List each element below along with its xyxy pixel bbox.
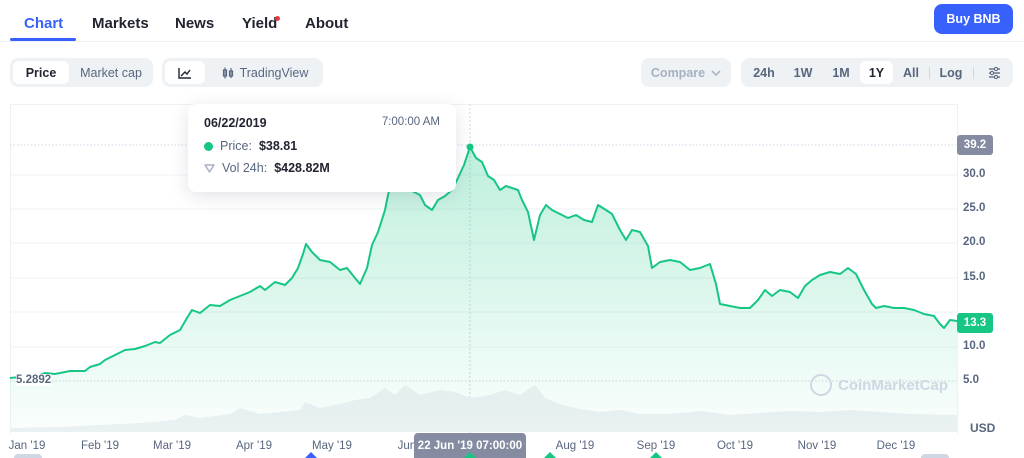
- tab-about[interactable]: About: [305, 15, 349, 32]
- x-tick-apr: Apr '19: [235, 440, 273, 452]
- range-24h-button[interactable]: 24h: [753, 65, 775, 80]
- range-1m-button[interactable]: 1M: [832, 65, 850, 80]
- tab-chart[interactable]: Chart: [24, 15, 64, 32]
- price-button[interactable]: Price: [13, 61, 69, 84]
- range-1w-button[interactable]: 1W: [793, 65, 813, 80]
- x-tick-aug: Aug '19: [555, 440, 595, 452]
- chart-settings-button[interactable]: [979, 61, 1009, 84]
- chart-frame: [10, 104, 958, 434]
- range-handle-right[interactable]: [921, 454, 949, 458]
- line-chart-button[interactable]: [165, 61, 205, 84]
- x-tick-mar: Mar '19: [153, 440, 191, 452]
- x-tick-sep: Sep '19: [636, 440, 676, 452]
- current-price-badge: 13.3: [957, 313, 993, 333]
- tooltip-time: 7:00:00 AM: [381, 116, 440, 128]
- event-marker-icon[interactable]: [544, 452, 556, 458]
- chart-tooltip: 06/22/2019 7:00:00 AM Price: $38.81 Vol …: [188, 104, 456, 192]
- price-area: [10, 147, 957, 432]
- y-tick-20: 15.0: [963, 271, 986, 283]
- x-tick-dec: Dec '19: [876, 440, 916, 452]
- y-tick-10: 10.0: [963, 340, 986, 352]
- tab-yield[interactable]: Yield: [242, 15, 278, 32]
- x-tick-feb: Feb '19: [81, 440, 119, 452]
- crosshair-point: [466, 143, 474, 151]
- active-tab-indicator: [10, 38, 76, 41]
- sliders-icon: [988, 66, 1000, 79]
- tab-news[interactable]: News: [175, 15, 215, 32]
- max-price-badge: 39.2: [957, 135, 993, 155]
- chevron-down-icon: [711, 69, 721, 76]
- compare-dropdown[interactable]: Compare: [641, 58, 731, 87]
- compare-label: Compare: [650, 65, 706, 80]
- log-toggle-button[interactable]: Log: [939, 65, 963, 80]
- coinmarketcap-logo-icon: [810, 374, 832, 396]
- event-marker-icon[interactable]: [464, 452, 476, 458]
- candlestick-icon: [222, 67, 233, 78]
- min-price-label: 5.2892: [16, 374, 52, 386]
- tradingview-label: TradingView: [239, 65, 309, 80]
- range-selector: 24h 1W 1M 1Y All Log: [741, 58, 1013, 87]
- top-nav: Chart Markets News Yield About Buy BNB: [0, 0, 1024, 42]
- divider: [973, 67, 974, 79]
- y-tick-30: 25.0: [963, 202, 986, 214]
- volume-shield-icon: [204, 163, 215, 173]
- x-tick-nov: Nov '19: [797, 440, 837, 452]
- x-tick-oct: Oct '19: [716, 440, 754, 452]
- divider: [929, 67, 930, 79]
- tooltip-volume-value: $428.82M: [274, 161, 330, 175]
- y-tick-35: 30.0: [963, 168, 986, 180]
- event-marker-icon[interactable]: [305, 452, 317, 458]
- chart-type-toggle: TradingView: [162, 58, 323, 87]
- price-line: [9, 146, 958, 379]
- tooltip-volume-row: Vol 24h: $428.82M: [204, 161, 330, 175]
- y-tick-5: 5.0: [963, 374, 979, 386]
- tooltip-price-row: Price: $38.81: [204, 139, 297, 153]
- tooltip-date: 06/22/2019: [204, 116, 267, 130]
- coinmarketcap-watermark: CoinMarketCap: [810, 374, 948, 396]
- metric-toggle: Price Market cap: [10, 58, 153, 87]
- range-1y-button[interactable]: 1Y: [860, 61, 893, 84]
- price-dot-icon: [204, 141, 213, 151]
- x-tick-jan: Jan '19: [8, 440, 46, 452]
- tooltip-price-value: $38.81: [258, 139, 298, 153]
- line-chart-icon: [178, 67, 191, 79]
- buy-bnb-button[interactable]: Buy BNB: [934, 4, 1013, 34]
- x-tick-may: May '19: [312, 440, 352, 452]
- range-all-button[interactable]: All: [903, 65, 919, 80]
- event-marker-icon[interactable]: [650, 452, 662, 458]
- range-handle-left[interactable]: [14, 454, 42, 458]
- y-tick-25: 20.0: [963, 236, 986, 248]
- tradingview-button[interactable]: TradingView: [210, 61, 320, 84]
- currency-label: USD: [970, 421, 996, 435]
- tab-markets[interactable]: Markets: [92, 15, 149, 32]
- notification-dot-icon: [275, 16, 280, 21]
- market-cap-button[interactable]: Market cap: [80, 65, 142, 80]
